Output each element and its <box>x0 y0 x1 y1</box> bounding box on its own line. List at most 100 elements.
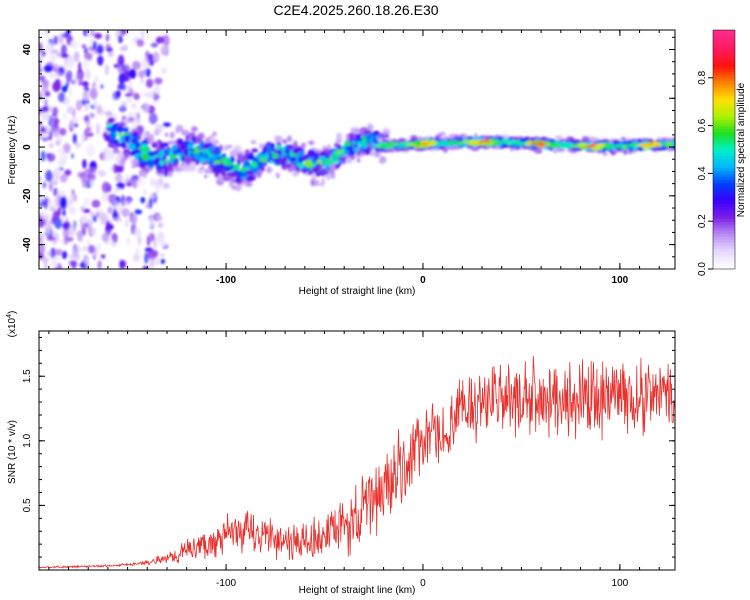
spectrogram-cell <box>257 161 264 169</box>
spectrogram-cell <box>56 72 65 77</box>
spectrogram-x-tick-label: 0 <box>420 275 426 286</box>
snr-scale-factor: (x104) <box>6 311 18 338</box>
spectrogram-cell <box>143 133 147 138</box>
snr-x-tick-label: 100 <box>612 578 629 589</box>
colorbar-step <box>713 104 735 109</box>
spectrogram-cell <box>57 159 67 166</box>
colorbar-step <box>713 200 735 204</box>
spectrogram-cell <box>318 182 325 187</box>
spectrogram-cell <box>474 133 478 137</box>
spectrogram-cell <box>62 113 67 120</box>
spectrogram-cell <box>118 122 126 126</box>
colorbar-step <box>713 95 735 100</box>
spectrogram-cell <box>557 136 561 141</box>
spectrogram-cell <box>529 137 536 141</box>
spectrogram-cell <box>214 160 222 164</box>
colorbar-ticks: 0.0 0.2 0.4 0.6 0.8 <box>697 70 713 276</box>
spectrogram-cell <box>100 84 104 89</box>
spectrogram-cell <box>428 142 436 147</box>
spectrogram-cell <box>249 152 254 161</box>
spectrogram-cell <box>190 141 195 145</box>
spectrogram-cell <box>174 168 182 172</box>
spectrogram-cell <box>519 138 528 143</box>
spectrogram-cell <box>58 92 66 103</box>
spectrogram-cell <box>39 42 43 53</box>
spectrogram-cell <box>100 108 105 116</box>
spectrogram-cell <box>285 154 291 160</box>
spectrogram-cell <box>195 136 202 143</box>
spectrogram-cell <box>384 136 389 141</box>
colorbar-step <box>713 197 735 201</box>
colorbar-step <box>713 206 735 210</box>
spectrogram-cell <box>253 173 259 177</box>
spectrogram-cell <box>575 144 579 147</box>
spectrogram-cell <box>57 206 61 217</box>
spectrogram-cell <box>615 147 622 151</box>
spectrogram-cell <box>94 75 99 84</box>
spectrogram-cell <box>126 32 130 38</box>
spectrogram-cell <box>77 230 84 242</box>
spectrogram-cell <box>314 154 318 162</box>
spectrogram-cell <box>315 149 322 153</box>
spectrogram-cell <box>267 152 273 160</box>
spectrogram-cell <box>126 97 132 103</box>
spectrogram-cell <box>105 220 111 230</box>
spectrogram-cell <box>155 186 160 195</box>
spectrogram-cell <box>170 154 176 160</box>
spectrogram-cell <box>176 138 184 145</box>
spectrogram-cell <box>66 58 75 68</box>
spectrogram-cell <box>490 139 496 143</box>
spectrogram-cell <box>97 259 102 269</box>
spectrogram-cell <box>52 106 59 116</box>
spectrogram-cell <box>160 258 165 264</box>
spectrogram-cell <box>42 115 51 121</box>
spectrogram-cell <box>155 215 164 222</box>
spectrogram-cell <box>236 171 243 178</box>
spectrogram-cell <box>212 131 217 137</box>
spectrogram-cell <box>191 136 196 140</box>
spectrogram-cell <box>46 236 56 241</box>
spectrogram-cell <box>101 181 111 193</box>
spectrogram-cell <box>97 55 104 66</box>
spectrogram-cell <box>41 257 49 263</box>
spectrogram-cell <box>338 152 347 157</box>
spectrogram-cell <box>131 160 140 165</box>
spectrogram-cell <box>158 222 163 228</box>
spectrogram-cell <box>83 197 91 207</box>
spectrogram-cell <box>76 69 85 81</box>
spectrogram-cell <box>152 51 160 63</box>
spectrogram-cell <box>360 152 366 156</box>
spectrogram-cell <box>158 169 164 174</box>
spectrogram-cell <box>44 197 48 210</box>
snr-y-ticks: 0.5 1.0 1.5 <box>22 336 675 558</box>
spectrogram-cell <box>84 168 94 174</box>
spectrogram-cell <box>62 33 70 38</box>
spectrogram-cell <box>314 179 319 187</box>
spectrogram-cell <box>187 138 192 142</box>
colorbar-step <box>713 203 735 207</box>
spectrogram-cell <box>81 44 87 49</box>
spectrogram-cell <box>82 247 87 252</box>
spectrogram-cell <box>224 144 228 152</box>
spectrogram-cell <box>164 159 168 163</box>
spectrogram-cell <box>175 148 182 154</box>
spectrogram-cell <box>44 220 52 233</box>
spectrogram-cell <box>377 148 386 152</box>
spectrogram-cell <box>170 131 175 139</box>
spectrogram-x-label: Height of straight line (km) <box>299 286 416 297</box>
spectrogram-cell <box>140 30 145 39</box>
spectrogram-cell <box>110 129 117 133</box>
spectrogram-cell <box>48 143 55 149</box>
spectrogram-cell <box>166 163 173 172</box>
spectrogram-cell <box>251 148 259 153</box>
colorbar-step <box>713 101 735 106</box>
colorbar-step <box>713 62 735 67</box>
spectrogram-cell <box>425 135 431 140</box>
spectrogram-cell <box>145 91 155 98</box>
spectrogram-cell <box>75 99 83 111</box>
spectrogram-cell <box>101 191 110 203</box>
spectrogram-frame <box>38 29 676 270</box>
spectrogram-cell <box>131 178 138 189</box>
colorbar-step <box>713 30 735 34</box>
spectrogram-cell <box>158 178 164 185</box>
